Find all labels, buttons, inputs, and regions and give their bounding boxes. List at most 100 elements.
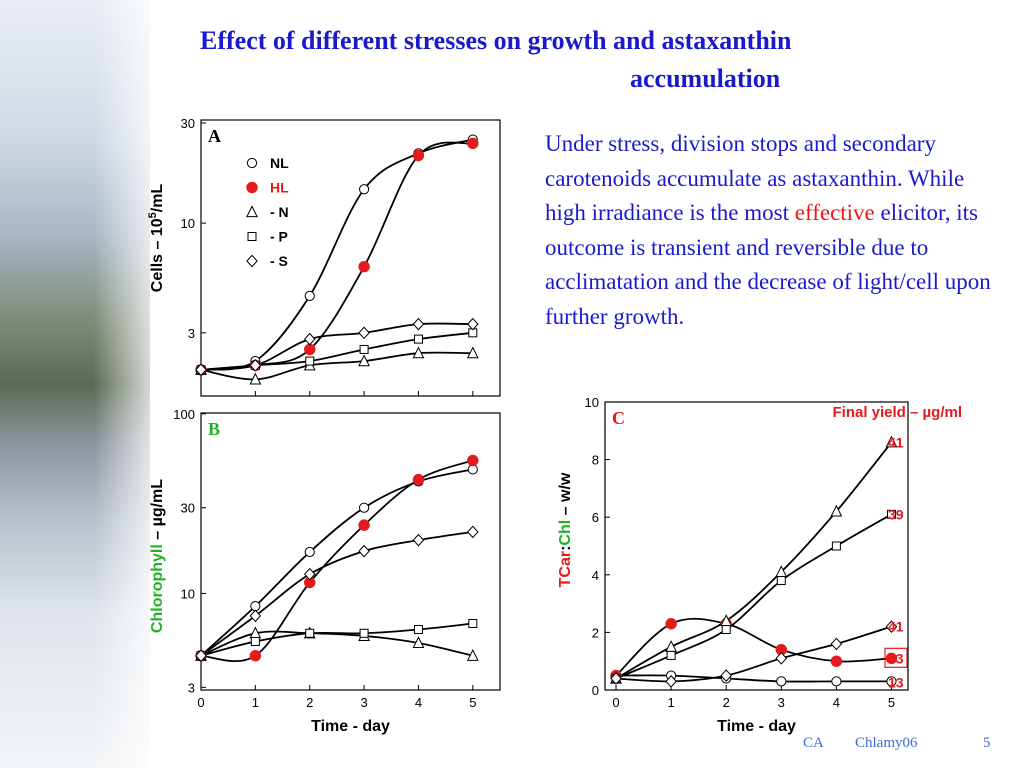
panel-c-data-point: [666, 650, 676, 660]
panel-b-data-point: [249, 609, 262, 623]
slide-title-line1: Effect of different stresses on growth a…: [200, 26, 792, 55]
legend-marker-n: [246, 205, 258, 218]
panel-b-ytick-label: 3: [188, 680, 195, 695]
paragraph-text-before: Under stress, division stops and seconda…: [545, 131, 965, 225]
legend-marker-nl: [246, 157, 258, 169]
panel-b-data-point: [358, 544, 370, 558]
footer-event: Chlamy06: [855, 735, 918, 751]
panel-b-data-point: [359, 628, 369, 638]
panel-c-ytick-label: 0: [592, 683, 599, 698]
panel-b-xtick-label: 1: [252, 695, 259, 710]
paragraph-highlight: effective: [794, 200, 875, 225]
panel-c-frame: [604, 401, 909, 691]
legend-marker-hl: [246, 181, 258, 194]
panel-b-data-point: [305, 628, 315, 638]
legend-label-p: - P: [270, 229, 288, 245]
panel-b-xtick-label: 0: [197, 695, 204, 710]
panel-b-data-point: [249, 650, 262, 662]
panel-a-data-point: [358, 326, 370, 340]
explanation-paragraph: Under stress, division stops and seconda…: [545, 127, 995, 334]
footer-page-number: 5: [983, 735, 991, 751]
panel-b-data-point: [412, 473, 425, 486]
panel-a-data-point: [358, 354, 370, 367]
panel-a-data-point: [249, 372, 262, 385]
panel-a-ytick-label: 30: [181, 116, 195, 131]
panel-c-data-point: [831, 541, 841, 551]
panel-a-data-point: [412, 149, 425, 162]
panel-c-data-point: [776, 576, 786, 586]
panel-b-data-point: [303, 567, 316, 581]
panel-c-final-yield-box: [884, 647, 908, 668]
panel-c-ytick-label: 2: [592, 625, 599, 640]
panel-b-data-point: [467, 454, 479, 467]
panel-c-final-yield-label: 41: [888, 619, 904, 635]
panel-a-data-point: [304, 343, 316, 356]
panel-c-data-point: [885, 435, 898, 448]
panel-b-data-point: [468, 619, 478, 629]
panel-a-label: A: [208, 126, 221, 146]
panel-c-data-point: [885, 652, 898, 665]
panel-b-xtick-label: 5: [469, 695, 476, 710]
panel-a-data-point: [303, 332, 316, 346]
panel-b-xtick-label: 2: [306, 695, 313, 710]
panel-c-data-point: [665, 618, 677, 630]
panel-a-frame: [200, 119, 501, 397]
panel-c-xtick-label: 5: [888, 695, 895, 710]
panel-b-data-point: [250, 601, 261, 612]
panel-b-data-point: [250, 636, 260, 646]
panel-c-xtick-label: 4: [833, 695, 840, 710]
panel-a-data-point: [358, 184, 370, 195]
panel-c-label: C: [612, 408, 625, 428]
panel-c-data-point: [831, 676, 842, 687]
legend-marker-p: [247, 232, 257, 241]
panel-b-series-line: [200, 630, 474, 657]
panel-b-data-point: [466, 649, 479, 661]
panel-b-ytick-label: 30: [181, 501, 195, 516]
paragraph-text-after: elicitor, its outcome is transient and r…: [545, 200, 991, 329]
panel-b-ylabel: Chlorophyll – µg/mL: [149, 479, 166, 633]
panel-b-data-point: [195, 649, 207, 663]
panel-a-series-line: [200, 351, 473, 381]
panel-c-xtick-label: 0: [612, 695, 619, 710]
panel-b-data-point: [358, 519, 370, 531]
panel-b-data-point: [358, 502, 370, 513]
legend-label-hl: HL: [270, 180, 289, 196]
panel-c-annotation: Final yield – µg/ml: [832, 404, 962, 421]
legend-label-nl: NL: [270, 155, 289, 171]
panel-a-data-point: [466, 346, 479, 359]
panel-c-xtick-label: 3: [778, 695, 785, 710]
panel-c-ytick-label: 10: [585, 395, 599, 410]
panel-c-data-point: [830, 504, 843, 517]
panel-c-ytick-label: 4: [592, 568, 599, 583]
panel-c-ytick-label: 6: [592, 510, 599, 525]
panel-c-data-point: [665, 675, 677, 688]
panel-c-final-yield-label: 13: [888, 674, 904, 690]
panel-a-ytick-label: 10: [181, 216, 195, 231]
panel-c-data-point: [885, 620, 898, 633]
panel-c-final-yield-label: 41: [888, 434, 904, 450]
panel-c-data-point: [775, 651, 788, 665]
panel-b-data-point: [412, 636, 425, 649]
background-fade: [0, 0, 170, 768]
panel-c-data-point: [830, 655, 843, 667]
panel-c-xtick-label: 2: [723, 695, 730, 710]
panel-a-data-point: [305, 356, 315, 366]
panel-a-data-point: [413, 334, 423, 344]
panel-c-data-point: [886, 509, 896, 519]
panel-c-final-yield-label: 39: [888, 506, 904, 522]
slide-title-line2: accumulation: [630, 64, 781, 93]
panel-c-data-point: [721, 625, 731, 635]
panel-c-ylabel: TCar:Chl – w/w: [557, 472, 574, 587]
panel-b-ytick-label: 10: [181, 586, 195, 601]
panel-a-data-point: [304, 290, 315, 301]
panel-a-data-point: [412, 346, 425, 359]
panel-b-series-line: [200, 622, 473, 657]
panel-c-data-point: [776, 676, 787, 687]
panel-c-xtick-label: 1: [667, 695, 674, 710]
panel-c-ytick-label: 8: [592, 453, 599, 468]
panel-a-ytick-label: 3: [188, 326, 195, 341]
panel-a-data-point: [249, 358, 262, 372]
panel-c-data-point: [886, 676, 897, 687]
legend-marker-s: [246, 254, 258, 268]
panel-a-data-point: [358, 260, 370, 273]
